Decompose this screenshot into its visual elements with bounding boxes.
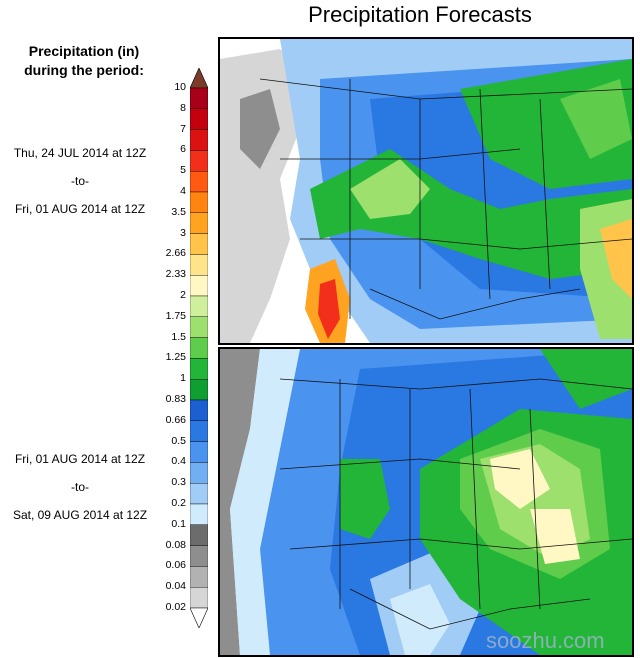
colorbar-tick-label: 0.08 <box>165 538 186 551</box>
colorbar-swatch <box>190 503 208 525</box>
colorbar-swatch <box>190 108 208 130</box>
colorbar-swatch <box>190 254 208 276</box>
colorbar-tick-label: 0.66 <box>165 413 186 426</box>
colorbar-tick-label: 1.25 <box>165 351 186 364</box>
colorbar-tick-label: 10 <box>174 81 186 93</box>
colorbar-top-arrow <box>190 68 208 89</box>
colorbar-swatch <box>190 150 208 172</box>
colorbar-tick-label: 3 <box>180 226 186 239</box>
colorbar-swatch <box>190 358 208 380</box>
colorbar-tick-label: 0.04 <box>165 580 186 593</box>
colorbar-tick-label: 0.83 <box>165 393 186 405</box>
colorbar-swatch <box>190 420 208 442</box>
colorbar-tick-label: 8 <box>180 101 186 114</box>
colorbar-tick-label: 5 <box>180 164 186 177</box>
colorbar-tick-label: 1 <box>180 372 186 385</box>
forecast-map-period1 <box>218 37 634 345</box>
colorbar-tick-label: 0.02 <box>165 601 186 613</box>
colorbar-swatch <box>190 566 208 588</box>
legend-title-line1: Precipitation (in) <box>28 43 140 59</box>
legend-title-line2: during the period: <box>24 62 144 78</box>
colorbar-swatch <box>190 379 208 401</box>
colorbar-tick-label: 0.06 <box>165 559 186 572</box>
colorbar-swatch <box>190 191 208 213</box>
colorbar-tick-label: 1.5 <box>171 330 186 343</box>
period1-separator: -to- <box>71 174 89 188</box>
colorbar-swatch <box>190 587 208 609</box>
colorbar-tick-label: 1.75 <box>165 309 186 322</box>
colorbar-swatch <box>190 399 208 421</box>
colorbar-tick-label: 2.66 <box>165 247 186 260</box>
colorbar-tick-label: 4 <box>180 185 186 197</box>
colorbar-swatch <box>190 170 208 193</box>
colorbar-tick-label: 6 <box>180 143 186 156</box>
colorbar-tick-label: 0.2 <box>171 497 186 509</box>
period2-separator: -to- <box>71 480 89 494</box>
colorbar-swatch <box>190 441 208 463</box>
legend-title: Precipitation (in) during the period: <box>2 42 166 80</box>
colorbar-tick-label: 2 <box>180 289 186 301</box>
colorbar-swatch <box>190 337 208 359</box>
forecast-map-period2 <box>218 347 634 657</box>
colorbar-swatch <box>190 233 208 255</box>
colorbar-tick-label: 0.5 <box>171 434 186 447</box>
precipitation-colorbar <box>190 68 208 628</box>
colorbar-swatch <box>190 129 208 151</box>
colorbar-swatch <box>190 212 208 234</box>
colorbar-tick-label: 7 <box>180 122 186 135</box>
watermark: soozhu.com <box>486 628 605 653</box>
page-title: Precipitation Forecasts <box>308 2 532 27</box>
colorbar-swatch <box>190 295 208 317</box>
colorbar-swatch <box>190 524 208 546</box>
colorbar-swatch <box>190 545 208 567</box>
colorbar-tick-label: 0.1 <box>171 517 186 530</box>
colorbar-swatch <box>190 483 208 505</box>
colorbar-swatch <box>190 87 208 109</box>
period1-end: Fri, 01 AUG 2014 at 12Z <box>14 202 146 216</box>
colorbar-swatch <box>190 462 208 484</box>
period2-start: Fri, 01 AUG 2014 at 12Z <box>14 452 146 466</box>
colorbar-tick-label: 0.4 <box>171 455 186 468</box>
colorbar-tick-label: 0.3 <box>171 476 186 489</box>
colorbar-swatch <box>190 274 208 297</box>
period1-start: Thu, 24 JUL 2014 at 12Z <box>13 146 147 160</box>
colorbar-bottom-arrow <box>190 607 208 628</box>
colorbar-labels: 10 8 7 6 5 4 3.5 3 2.66 2.33 2 1.75 1.5 1.25 1 0.83 0.66… <box>153 68 186 628</box>
colorbar-tick-label: 3.5 <box>171 205 186 218</box>
period2-end: Sat, 09 AUG 2014 at 12Z <box>12 508 148 522</box>
colorbar-tick-label: 2.33 <box>165 268 186 281</box>
colorbar-swatch <box>190 316 208 338</box>
